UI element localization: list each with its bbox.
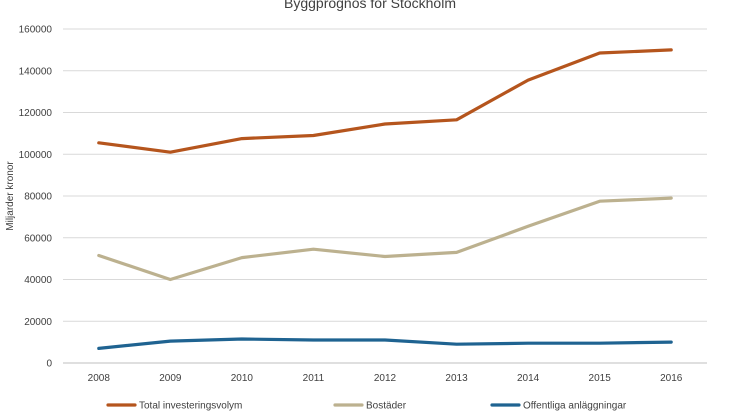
- y-tick-label: 60000: [24, 233, 52, 244]
- data-point: [384, 255, 387, 258]
- data-point: [598, 200, 601, 203]
- x-tick-label: 2014: [517, 373, 540, 384]
- y-tick-label: 20000: [24, 317, 52, 328]
- y-tick-label: 100000: [19, 150, 53, 161]
- y-tick-label: 140000: [19, 66, 53, 77]
- data-point: [312, 248, 315, 251]
- y-axis-title: Miljarder kronor: [5, 161, 16, 231]
- data-point: [169, 278, 172, 281]
- x-tick-label: 2013: [445, 373, 468, 384]
- data-point: [455, 343, 458, 346]
- y-tick-label: 80000: [24, 192, 52, 203]
- legend: Total investeringsvolym Bostäder Offentlig…: [106, 401, 627, 412]
- data-point: [384, 339, 387, 342]
- x-axis-ticks: 2008 2009 2010 2011 2012 2013 2014 2015 2016: [88, 373, 683, 384]
- data-point: [97, 141, 100, 144]
- legend-label: Total investeringsvolym: [139, 401, 242, 412]
- y-axis-ticks: 0 20000 40000 60000 80000 100000 120000 140000 1…: [19, 25, 53, 370]
- series-lines: [97, 48, 673, 350]
- legend-label: Offentliga anläggningar: [523, 401, 627, 412]
- x-tick-label: 2011: [303, 373, 325, 384]
- data-point: [312, 339, 315, 342]
- data-point: [527, 79, 530, 82]
- data-point: [97, 347, 100, 350]
- legend-item-3: Offentliga anläggningar: [490, 401, 627, 412]
- series-line-2: [97, 196, 673, 282]
- x-tick-label: 2009: [159, 373, 182, 384]
- chart-title: Byggprognos för Stockholm: [284, 0, 456, 11]
- data-point: [312, 134, 315, 137]
- grid-lines: [63, 28, 707, 364]
- data-point: [169, 151, 172, 154]
- y-tick-label: 0: [46, 359, 52, 370]
- data-point: [384, 122, 387, 125]
- legend-item-2: Bostäder: [333, 401, 407, 412]
- series-line-3: [97, 337, 673, 350]
- data-point: [455, 251, 458, 254]
- data-point: [97, 254, 100, 257]
- data-point: [169, 340, 172, 343]
- data-point: [598, 342, 601, 345]
- data-point: [240, 256, 243, 259]
- y-tick-label: 160000: [19, 25, 53, 36]
- x-tick-label: 2016: [660, 373, 683, 384]
- y-tick-label: 120000: [19, 108, 53, 119]
- data-point: [670, 197, 673, 200]
- data-point: [598, 52, 601, 55]
- data-point: [240, 137, 243, 140]
- series-line-1: [97, 48, 673, 154]
- legend-label: Bostäder: [366, 401, 407, 412]
- data-point: [670, 341, 673, 344]
- legend-item-1: Total investeringsvolym: [106, 401, 242, 412]
- y-tick-label: 40000: [24, 275, 52, 286]
- data-point: [670, 48, 673, 51]
- data-point: [527, 342, 530, 345]
- data-point: [455, 118, 458, 121]
- x-tick-label: 2012: [374, 373, 397, 384]
- x-tick-label: 2008: [88, 373, 111, 384]
- data-point: [527, 225, 530, 228]
- x-tick-label: 2010: [231, 373, 254, 384]
- x-tick-label: 2015: [589, 373, 612, 384]
- data-point: [240, 337, 243, 340]
